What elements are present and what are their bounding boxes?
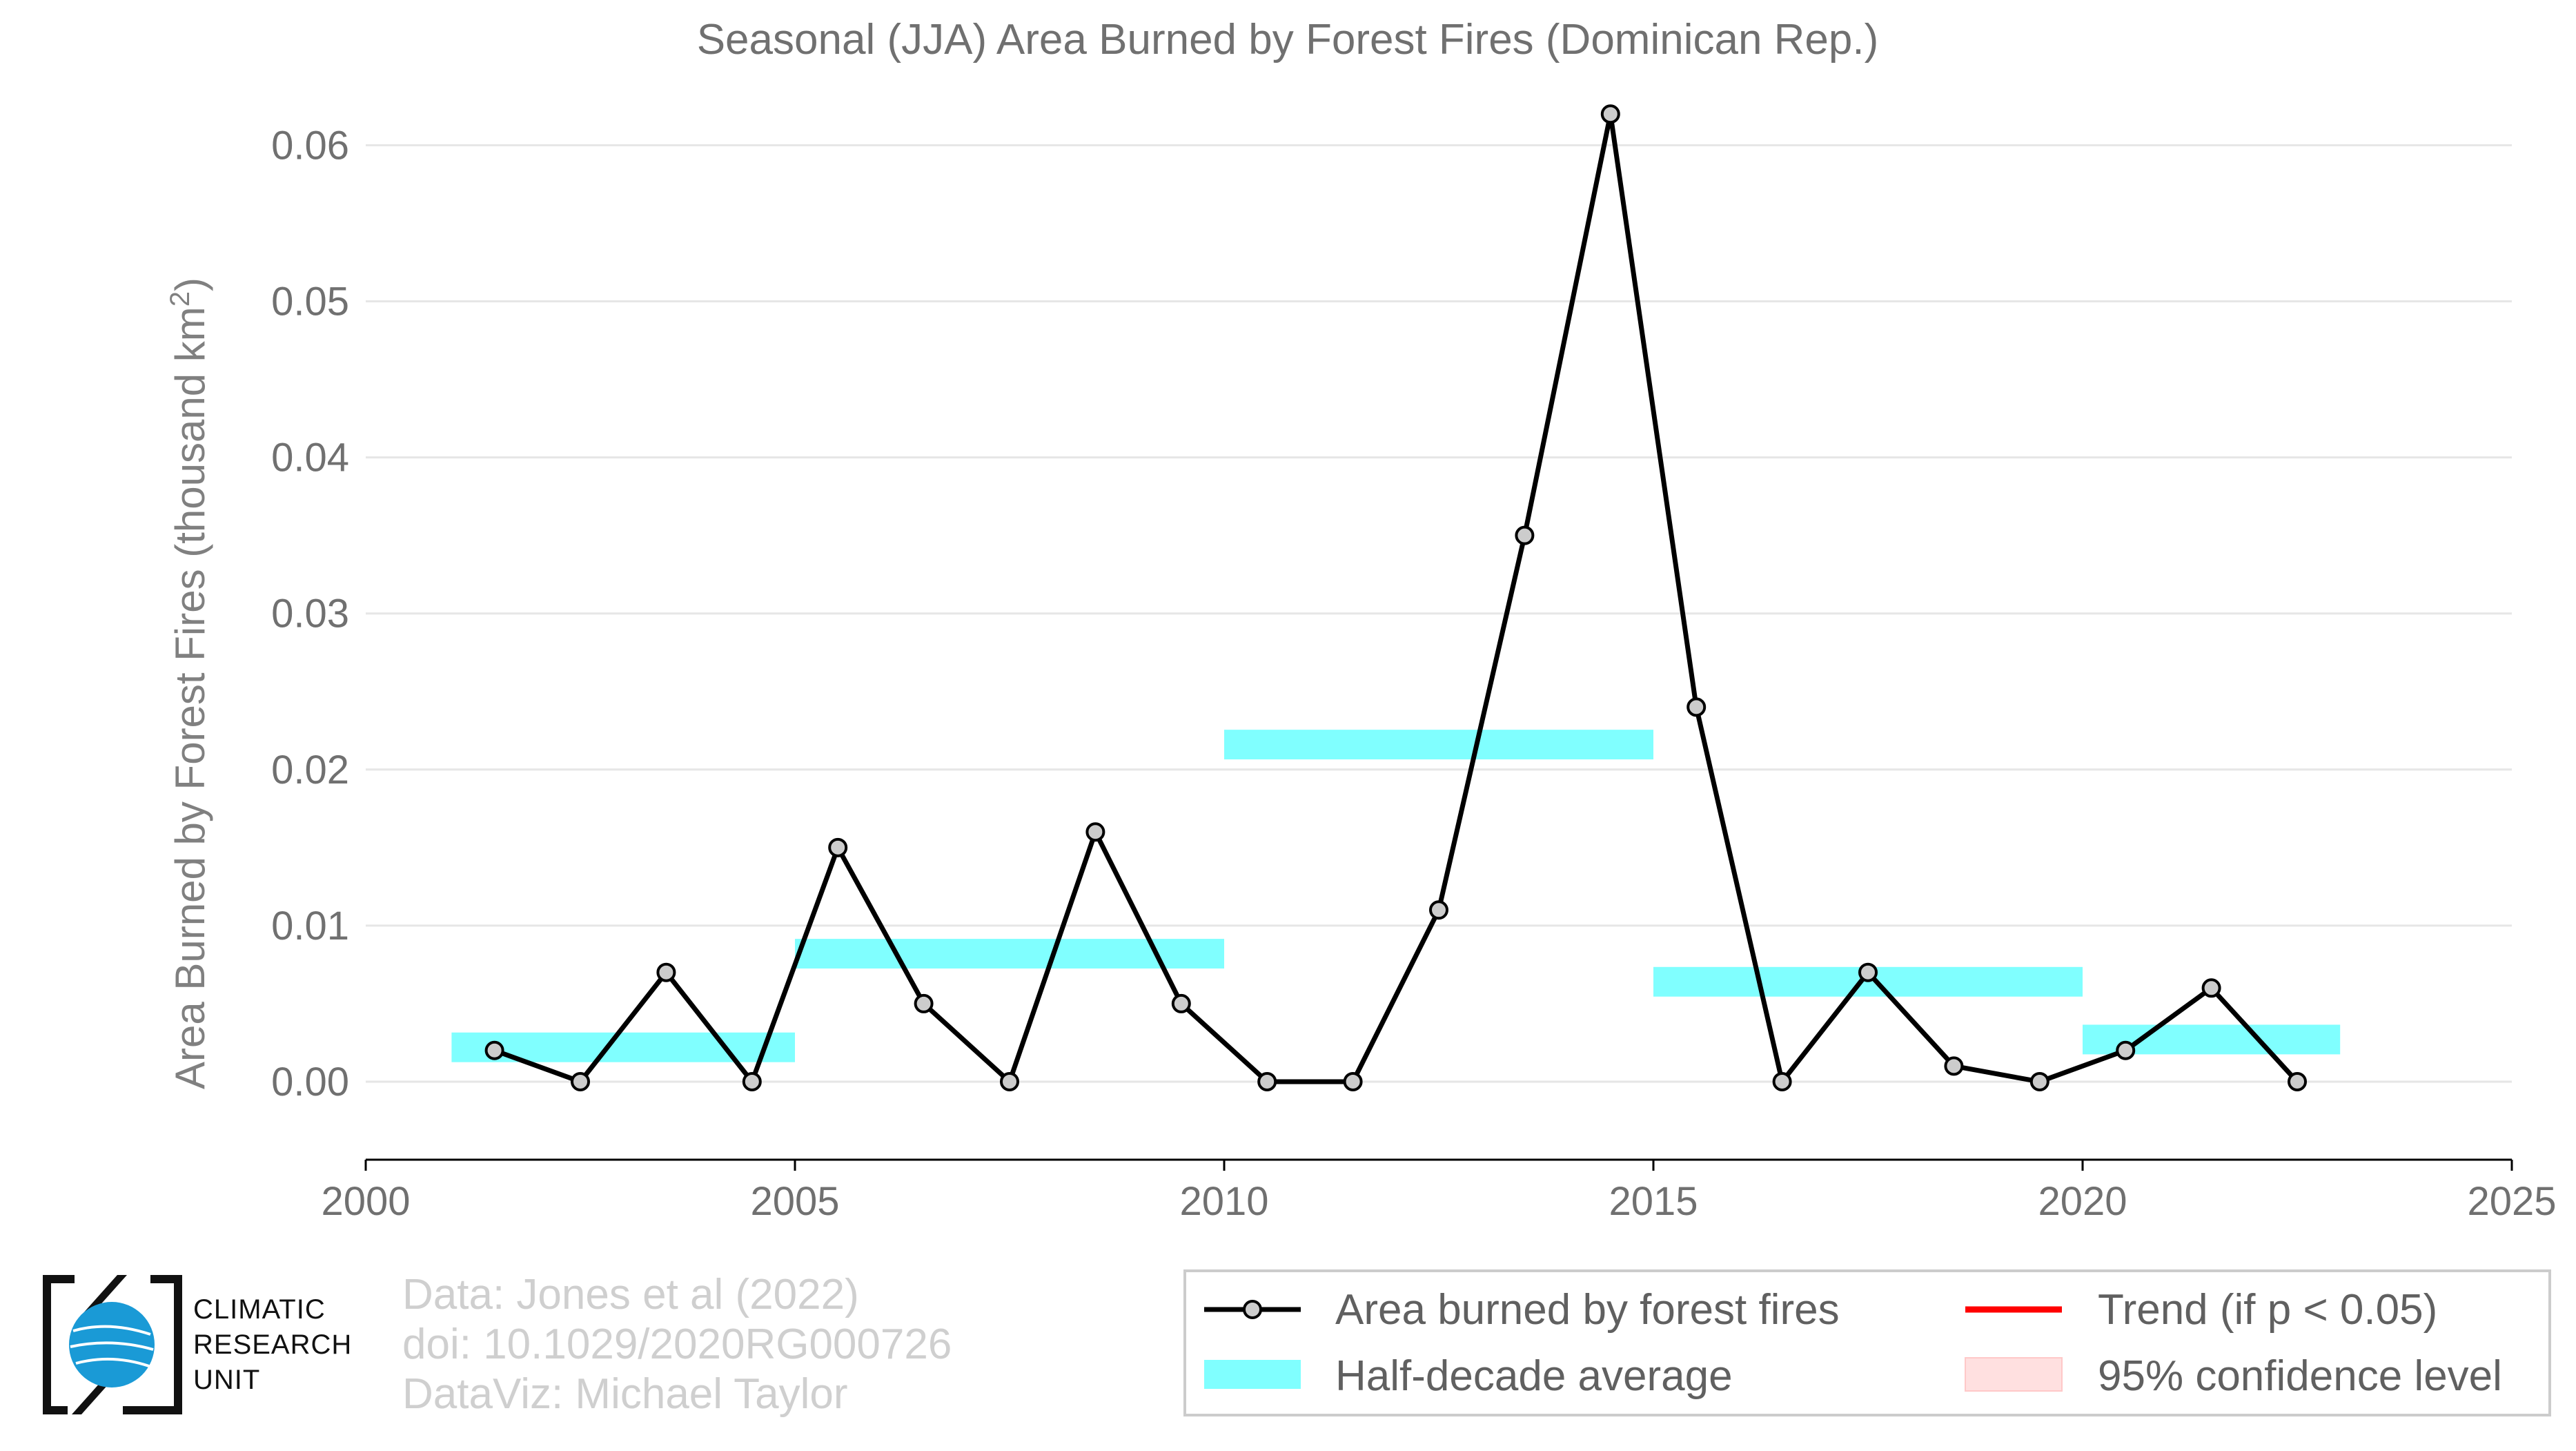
globe-line-2 [70, 1341, 154, 1351]
credit-doi: doi: 10.1029/2020RG000726 [402, 1321, 952, 1368]
x-axis: 2000 2005 2010 2015 2020 2025 [321, 1158, 2557, 1224]
data-point [2029, 1071, 2049, 1091]
data-point [1687, 697, 1707, 717]
data-point [1000, 1071, 1019, 1091]
data-point [656, 962, 676, 982]
data-point [1600, 104, 1620, 124]
x-tick-label: 2015 [1609, 1179, 1698, 1224]
credit-dataviz: DataViz: Michael Taylor [402, 1370, 848, 1418]
legend-label-area-burned: Area burned by forest fires [1335, 1286, 1840, 1334]
series-line [493, 111, 2299, 1084]
y-tick-label: 0.05 [271, 280, 349, 324]
data-point [914, 993, 934, 1013]
data-point [1085, 822, 1105, 842]
y-axis-label-text: Area Burned by Forest Fires (thousand km [167, 306, 213, 1089]
logo-text-line-3: UNIT [193, 1365, 261, 1395]
y-axis-label-end: ) [167, 277, 213, 291]
logo-text-line-2: RESEARCH [193, 1330, 353, 1360]
y-tick-label: 0.06 [271, 123, 349, 168]
y-tick-labels: 0.00 0.01 0.02 0.03 0.04 0.05 0.06 [271, 123, 349, 1104]
cru-logo [40, 1272, 185, 1417]
legend-marker-swatch [1243, 1300, 1262, 1319]
legend-item-trend: Trend (if p < 0.05) [1965, 1286, 2437, 1334]
legend: Area burned by forest fires Trend (if p … [1183, 1269, 2551, 1416]
logo-bracket-right [123, 1275, 182, 1414]
data-point [1515, 525, 1535, 545]
y-tick-label: 0.04 [271, 436, 349, 480]
y-tick-label: 0.01 [271, 904, 349, 948]
gridlines [366, 144, 2512, 1083]
series-area-burned [484, 104, 2307, 1091]
data-point [742, 1071, 762, 1091]
legend-label-half-decade: Half-decade average [1335, 1352, 1733, 1400]
data-point [1257, 1071, 1277, 1091]
x-tick-label: 2005 [750, 1179, 839, 1224]
half-decade-bar [1224, 730, 1653, 760]
cru-logo-text: CLIMATIC RESEARCH UNIT [193, 1292, 352, 1398]
x-tick-label: 2025 [2467, 1179, 2556, 1224]
globe-line-1 [72, 1325, 151, 1336]
x-tick-label: 2020 [2038, 1179, 2127, 1224]
legend-label-confidence: 95% confidence level [2098, 1352, 2502, 1400]
y-tick-label: 0.00 [271, 1060, 349, 1104]
data-point [1944, 1056, 1964, 1076]
globe-line-3 [75, 1357, 150, 1367]
legend-item-half-decade: Half-decade average [1204, 1352, 1733, 1400]
data-point [1429, 900, 1448, 920]
data-point [1343, 1071, 1363, 1091]
half-decade-average-bars [451, 730, 2341, 1062]
x-tick-label: 2000 [321, 1179, 410, 1224]
logo-slash-top [83, 1275, 127, 1314]
y-tick-label: 0.03 [271, 592, 349, 636]
data-point [1858, 962, 1878, 982]
data-point [1772, 1071, 1792, 1091]
legend-confidence-swatch [1965, 1357, 2063, 1392]
data-point [484, 1040, 504, 1060]
logo-bracket-left [43, 1275, 75, 1414]
logo-text-line-1: CLIMATIC [193, 1294, 326, 1325]
legend-item-area-burned: Area burned by forest fires [1204, 1286, 1840, 1334]
legend-item-confidence: 95% confidence level [1965, 1352, 2502, 1400]
data-credits: Data: Jones et al (2022) doi: 10.1029/20… [402, 1270, 952, 1419]
legend-half-decade-swatch [1204, 1360, 1301, 1389]
data-point [2116, 1040, 2136, 1060]
chart-title: Seasonal (JJA) Area Burned by Forest Fir… [697, 16, 1879, 64]
y-tick-label: 0.02 [271, 748, 349, 792]
legend-box [1183, 1269, 2551, 1416]
cru-logo-graphic [43, 1275, 182, 1414]
y-axis-label-superscript: 2 [165, 291, 195, 306]
y-axis-label: Area Burned by Forest Fires (thousand km… [165, 277, 213, 1089]
data-point [2288, 1071, 2307, 1091]
legend-label-trend: Trend (if p < 0.05) [2098, 1286, 2437, 1334]
data-point [571, 1071, 590, 1091]
globe-icon [69, 1302, 155, 1387]
data-point [828, 837, 848, 857]
x-tick-label: 2010 [1179, 1179, 1268, 1224]
data-point [1171, 993, 1191, 1013]
credit-data-source: Data: Jones et al (2022) [402, 1271, 859, 1318]
data-point [2201, 978, 2221, 998]
